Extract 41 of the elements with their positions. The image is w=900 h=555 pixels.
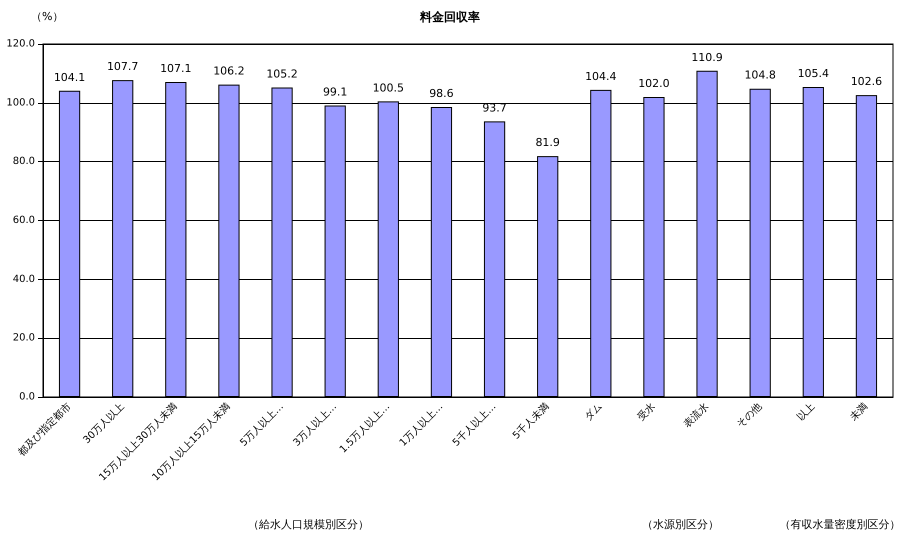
x-tick-label: 5万人以上… [238, 400, 286, 449]
y-tick-label: 60.0 [12, 215, 35, 226]
data-label: 100.5 [372, 81, 404, 94]
text: （有収水量密度別区分） [779, 518, 900, 531]
data-label: 105.4 [798, 66, 830, 80]
data-label: 98.6 [429, 86, 454, 100]
x-tick-label: ダム [582, 400, 605, 424]
x-tick-label: 1万人以上… [397, 400, 446, 449]
x-tick-label: 未満 [848, 400, 870, 424]
chart-title: 料金回収率 [419, 10, 480, 24]
text: （給水人口規模別区分） [248, 518, 370, 531]
y-tick-label: 120.0 [6, 38, 35, 50]
x-tick-label: 30万人以上 [80, 400, 127, 446]
x-tick-label: 表流水 [681, 400, 711, 430]
y-tick-label: 100.0 [6, 97, 35, 108]
x-tick-label: 5千人未満 [510, 400, 552, 442]
y-tick-label: 40.0 [12, 274, 35, 285]
data-label: 102.0 [638, 76, 670, 90]
y-tick-label: 80.0 [12, 156, 35, 168]
data-label: 107.7 [106, 60, 138, 74]
x-tick-label: 5千人以上… [450, 400, 498, 449]
x-tick-label: 都及び指定都市 [15, 400, 74, 458]
x-tick-label: 3万人以上… [290, 400, 340, 449]
text: （水源別区分） [642, 518, 719, 531]
y-tick-label: 20.0 [12, 332, 35, 344]
data-label: 102.6 [850, 75, 882, 88]
data-label: 110.9 [691, 50, 723, 64]
data-label: 105.2 [266, 68, 298, 81]
data-label: 104.4 [585, 70, 617, 83]
x-tick-label: その他 [734, 400, 764, 430]
x-tick-label: 受水 [635, 400, 658, 424]
data-label: 104.8 [744, 68, 776, 82]
data-label: 81.9 [535, 136, 560, 150]
data-label: 106.2 [213, 64, 245, 78]
x-tick-label: 以上 [794, 400, 818, 424]
x-tick-label: 1.5万人以上… [337, 400, 392, 456]
data-label: 104.1 [54, 70, 86, 84]
y-tick-label: 0.0 [19, 392, 35, 402]
data-label: 107.1 [160, 62, 192, 75]
y-axis-title: （%） [31, 10, 64, 23]
data-label: 99.1 [322, 85, 348, 98]
